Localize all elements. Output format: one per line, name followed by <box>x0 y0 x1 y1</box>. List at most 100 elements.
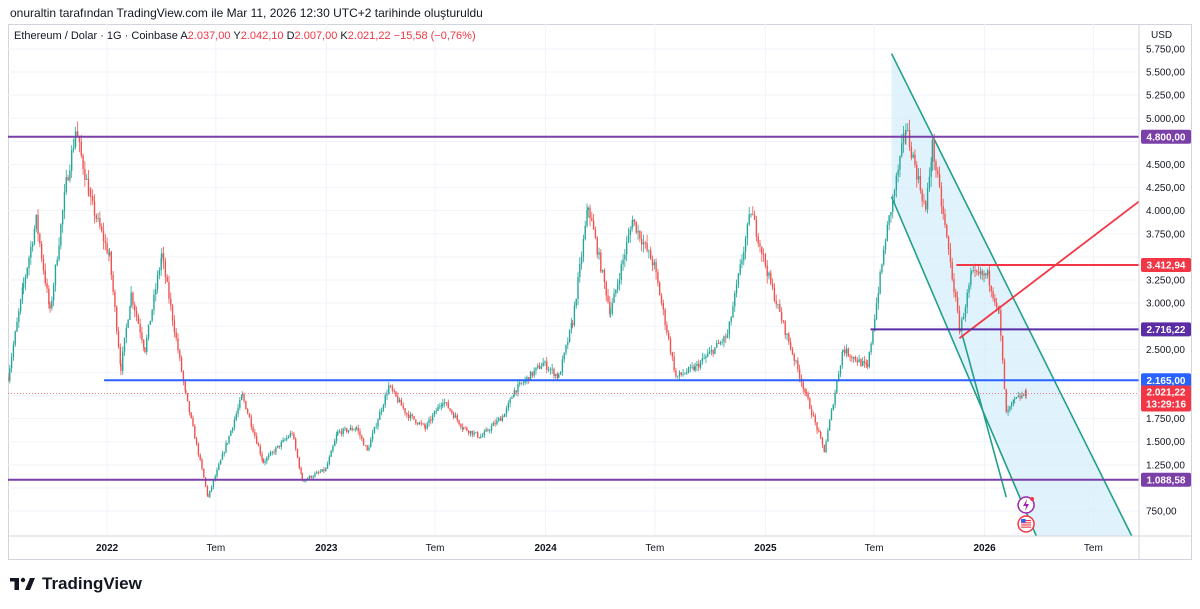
candle <box>478 437 481 439</box>
candle <box>395 391 397 397</box>
tradingview-logo-icon <box>10 577 35 590</box>
candle <box>199 454 201 460</box>
candle <box>600 252 602 272</box>
candle <box>770 272 772 284</box>
candle <box>732 306 734 318</box>
candle <box>458 420 460 425</box>
close-value: 2.021,22 <box>347 30 391 42</box>
candle <box>361 435 363 439</box>
candle <box>241 394 243 396</box>
candle <box>825 441 827 453</box>
ohlc-legend: Ethereum / Dolar · 1G · Coinbase A2.037,… <box>14 30 476 42</box>
candle <box>818 430 820 432</box>
candle <box>462 427 464 429</box>
candle <box>480 437 482 438</box>
candle <box>925 201 927 210</box>
candle <box>494 423 496 425</box>
symbol-label[interactable]: Ethereum / Dolar · 1G · Coinbase <box>14 30 178 42</box>
candle <box>75 131 77 137</box>
candle <box>104 241 107 243</box>
candle <box>67 177 69 181</box>
candle <box>225 443 227 453</box>
candle <box>852 356 855 359</box>
candle <box>100 226 103 231</box>
candle <box>981 271 983 276</box>
candle <box>937 170 939 174</box>
candle <box>82 155 84 169</box>
candle <box>592 220 595 230</box>
candle <box>627 234 630 243</box>
candle <box>373 427 376 434</box>
candle <box>520 382 523 384</box>
candle <box>344 428 346 430</box>
candle <box>237 407 239 414</box>
candle <box>312 476 314 478</box>
candle <box>70 150 73 171</box>
candle <box>349 427 352 431</box>
candle <box>866 364 869 367</box>
candle <box>186 393 189 402</box>
x-tick-label: 2023 <box>315 543 338 554</box>
candle <box>49 304 51 309</box>
candle <box>424 424 426 428</box>
candle <box>203 468 205 478</box>
candle <box>797 360 799 370</box>
candle <box>257 443 260 447</box>
close-label: K <box>340 30 348 42</box>
candle <box>1017 395 1019 398</box>
candle <box>892 196 894 212</box>
candle <box>426 423 428 429</box>
candle <box>701 358 704 362</box>
y-tick-label: 1.250,00 <box>1146 460 1185 471</box>
candle <box>321 469 323 472</box>
candle <box>420 422 422 424</box>
candle <box>784 321 786 336</box>
candle <box>669 338 672 353</box>
candle <box>338 431 341 433</box>
candle <box>10 357 13 369</box>
candle <box>594 229 597 238</box>
candle <box>123 337 126 352</box>
candle <box>977 271 980 274</box>
price-chart[interactable]: 4.800,00 3.412,94 2.716,22 2.165,00 1.088,58… <box>8 24 1192 560</box>
candle <box>106 242 108 254</box>
candle <box>624 254 626 260</box>
candle <box>633 219 636 222</box>
candle <box>69 170 71 181</box>
candle <box>919 176 922 191</box>
currency-label: USD <box>1151 30 1172 41</box>
candle <box>640 238 643 245</box>
tradingview-logo[interactable]: TradingView <box>10 574 142 594</box>
candle <box>858 359 860 363</box>
candle <box>319 471 322 473</box>
candle <box>682 373 684 375</box>
candle <box>231 427 234 431</box>
candle <box>904 133 907 135</box>
candle <box>197 443 200 455</box>
candle <box>246 409 249 414</box>
candle <box>388 385 390 394</box>
candle <box>409 414 412 419</box>
candle <box>631 226 633 230</box>
candle <box>379 412 381 420</box>
candle <box>528 377 530 381</box>
candle <box>16 321 18 332</box>
candle <box>748 214 750 225</box>
candle <box>269 452 272 456</box>
y-tick-label: 1.750,00 <box>1146 414 1185 425</box>
candle <box>761 246 763 255</box>
candle <box>398 399 401 403</box>
candle <box>860 359 862 366</box>
candle <box>469 430 472 434</box>
candle <box>515 390 517 393</box>
candle <box>819 431 822 438</box>
candle <box>1001 335 1004 361</box>
candle <box>471 430 473 435</box>
candle <box>194 426 196 439</box>
candle <box>726 334 729 338</box>
candle <box>153 294 155 310</box>
candle <box>558 374 560 378</box>
candle <box>264 461 266 463</box>
candle <box>728 321 731 335</box>
candle <box>252 426 254 433</box>
